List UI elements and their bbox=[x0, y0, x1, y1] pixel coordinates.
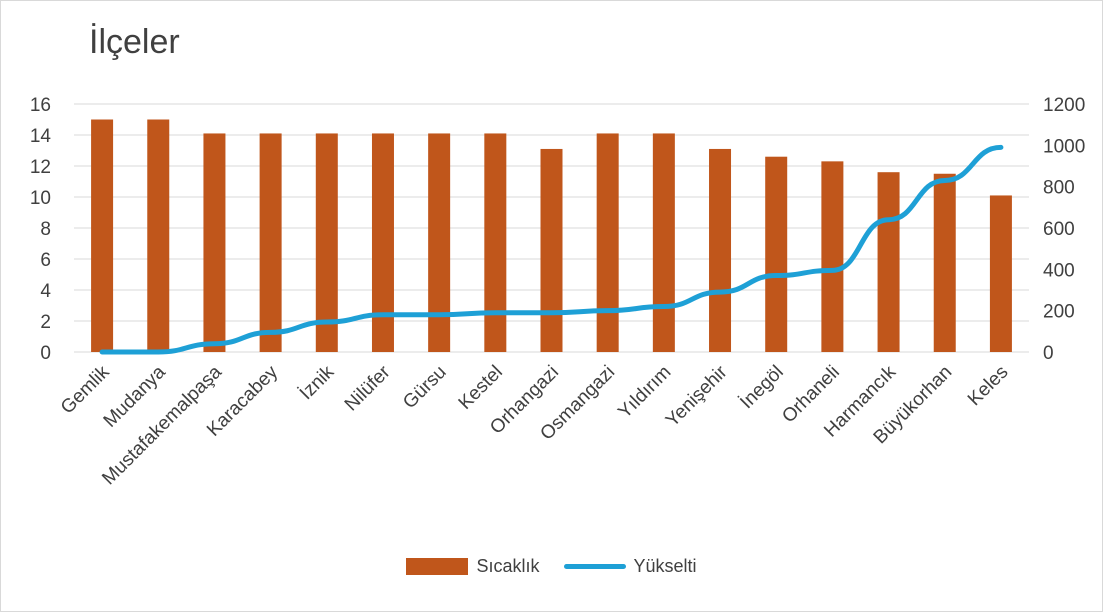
right-tick-label: 1000 bbox=[1043, 136, 1085, 157]
line-series bbox=[99, 144, 1004, 355]
legend-swatch-bar bbox=[406, 558, 469, 575]
category-label: İznik bbox=[296, 361, 339, 404]
bar bbox=[259, 133, 282, 352]
bar bbox=[596, 133, 619, 352]
bar bbox=[765, 156, 788, 352]
chart-title: İlçeler bbox=[89, 23, 180, 61]
category-label: Yenişehir bbox=[662, 361, 732, 431]
legend-label-bar: Sıcaklık bbox=[476, 556, 540, 576]
right-tick-label: 0 bbox=[1043, 343, 1054, 364]
bar bbox=[315, 133, 338, 352]
bar bbox=[877, 172, 900, 352]
legend-item-bar: Sıcaklık bbox=[406, 556, 540, 577]
category-label: Keles bbox=[964, 362, 1012, 410]
bar bbox=[709, 148, 732, 352]
left-tick-label: 10 bbox=[30, 188, 51, 209]
bar bbox=[91, 119, 114, 352]
bar bbox=[147, 119, 170, 352]
legend-swatch-line bbox=[563, 564, 626, 569]
left-axis-ticks: 0 2 4 6 8 10 12 14 16 bbox=[30, 95, 52, 364]
left-tick-label: 16 bbox=[30, 95, 51, 116]
left-tick-label: 4 bbox=[40, 281, 51, 302]
right-tick-label: 800 bbox=[1043, 178, 1075, 199]
legend-item-line: Yükselti bbox=[563, 556, 697, 577]
bar bbox=[821, 161, 844, 352]
left-tick-label: 12 bbox=[30, 157, 51, 178]
line-path bbox=[99, 144, 1004, 355]
category-label: Kestel bbox=[455, 362, 507, 414]
bar bbox=[652, 133, 675, 352]
bar bbox=[428, 133, 451, 352]
left-tick-label: 8 bbox=[40, 219, 51, 240]
left-tick-label: 14 bbox=[30, 126, 52, 147]
category-label: İnegöl bbox=[736, 362, 787, 413]
right-tick-label: 200 bbox=[1043, 302, 1075, 323]
category-label: Nilüfer bbox=[341, 361, 395, 415]
left-tick-label: 2 bbox=[40, 312, 51, 333]
right-tick-label: 600 bbox=[1043, 219, 1075, 240]
bar bbox=[989, 195, 1012, 352]
bar bbox=[933, 173, 956, 352]
right-tick-label: 400 bbox=[1043, 260, 1075, 281]
bar bbox=[540, 148, 563, 352]
left-tick-label: 6 bbox=[40, 250, 51, 271]
bar-series bbox=[91, 119, 1012, 352]
legend: Sıcaklık Yükselti bbox=[1, 556, 1102, 577]
bar bbox=[484, 133, 507, 352]
category-label: Gürsu bbox=[399, 362, 450, 413]
chart-plot: 0 2 4 6 8 10 12 14 16 0 200 400 600 800 1000 1200 Geml… bbox=[30, 95, 1085, 489]
legend-label-line: Yükselti bbox=[633, 556, 697, 576]
category-label: Gemlik bbox=[57, 361, 114, 418]
right-axis-ticks: 0 200 400 600 800 1000 1200 bbox=[1043, 95, 1085, 364]
bar bbox=[203, 133, 226, 352]
bar bbox=[371, 133, 394, 352]
right-tick-label: 1200 bbox=[1043, 95, 1085, 116]
left-tick-label: 0 bbox=[40, 343, 51, 364]
